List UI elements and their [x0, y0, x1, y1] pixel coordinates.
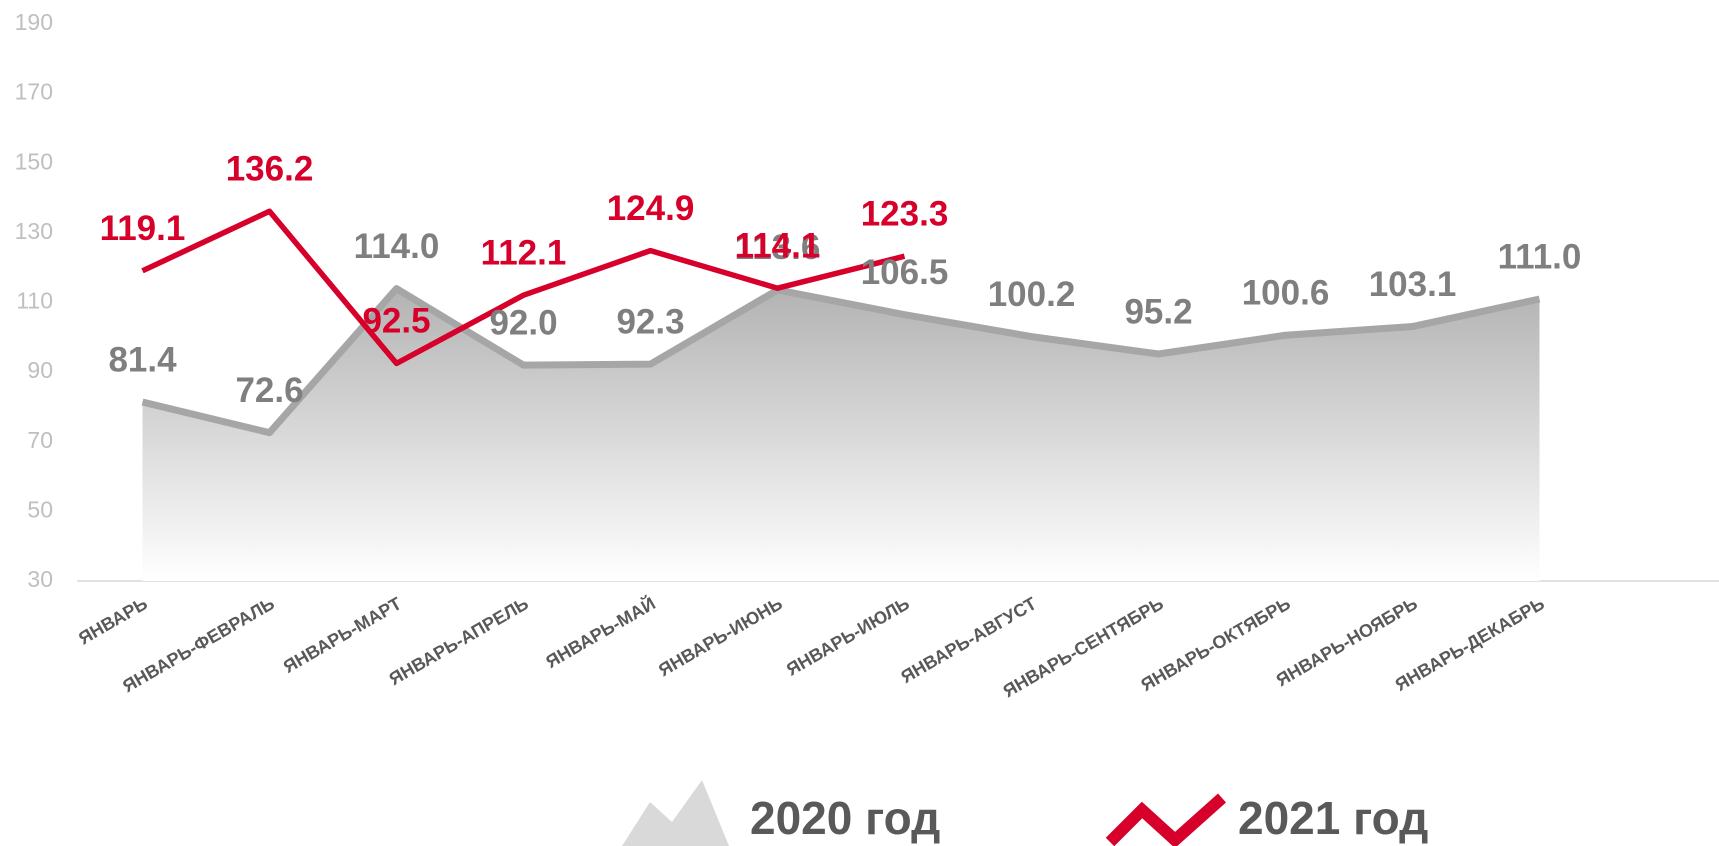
data-label: 72.6 — [235, 371, 303, 410]
data-label: 100.6 — [1242, 273, 1330, 312]
y-tick-label: 130 — [15, 218, 53, 244]
x-tick-label: ЯНВАРЬ-АПРЕЛЬ — [386, 593, 532, 689]
area — [142, 288, 1540, 581]
data-label: 114.0 — [354, 227, 440, 266]
data-label: 119.1 — [100, 209, 186, 248]
line — [141, 285, 1541, 437]
data-label: 123.3 — [861, 194, 949, 233]
y-tick-label: 150 — [15, 148, 53, 174]
data-label: 92.3 — [616, 302, 684, 341]
data-label: 92.5 — [362, 302, 430, 341]
data-label: 81.4 — [108, 340, 177, 379]
x-tick-label: ЯНВАРЬ-МАРТ — [280, 593, 405, 677]
y-tick-label: 170 — [15, 79, 53, 105]
data-label: 92.0 — [489, 303, 557, 342]
data-label: 95.2 — [1124, 292, 1192, 331]
data-label: 111.0 — [1498, 237, 1582, 276]
y-tick-label: 110 — [16, 288, 53, 314]
data-label: 114.1 — [735, 226, 821, 265]
data-label: 113.6 — [735, 228, 821, 267]
y-tick-label: 190 — [15, 9, 53, 35]
legend-icon — [622, 780, 729, 846]
legend-icon — [1105, 793, 1226, 846]
data-label: 103.1 — [1369, 265, 1457, 304]
data-label: 100.2 — [988, 275, 1076, 314]
data-label: 124.9 — [607, 189, 695, 228]
x-tick-label: ЯНВАРЬ-ИЮНЬ — [655, 593, 786, 680]
x-tick-label: ЯНВАРЬ-ИЮЛЬ — [783, 593, 913, 680]
legend-label: 2021 год — [1238, 792, 1428, 844]
data-label: 112.1 — [481, 233, 567, 272]
data-label: 136.2 — [226, 150, 314, 189]
data-label: 106.5 — [861, 253, 949, 292]
y-tick-label: 90 — [27, 357, 53, 383]
line — [141, 208, 906, 367]
y-tick-label: 30 — [27, 566, 53, 592]
x-tick-label: ЯНВАРЬ — [75, 593, 151, 648]
y-tick-label: 70 — [27, 427, 53, 453]
legend-label: 2020 год — [750, 792, 940, 844]
x-tick-label: ЯНВАРЬ-МАЙ — [542, 592, 659, 672]
y-tick-label: 50 — [27, 496, 53, 522]
